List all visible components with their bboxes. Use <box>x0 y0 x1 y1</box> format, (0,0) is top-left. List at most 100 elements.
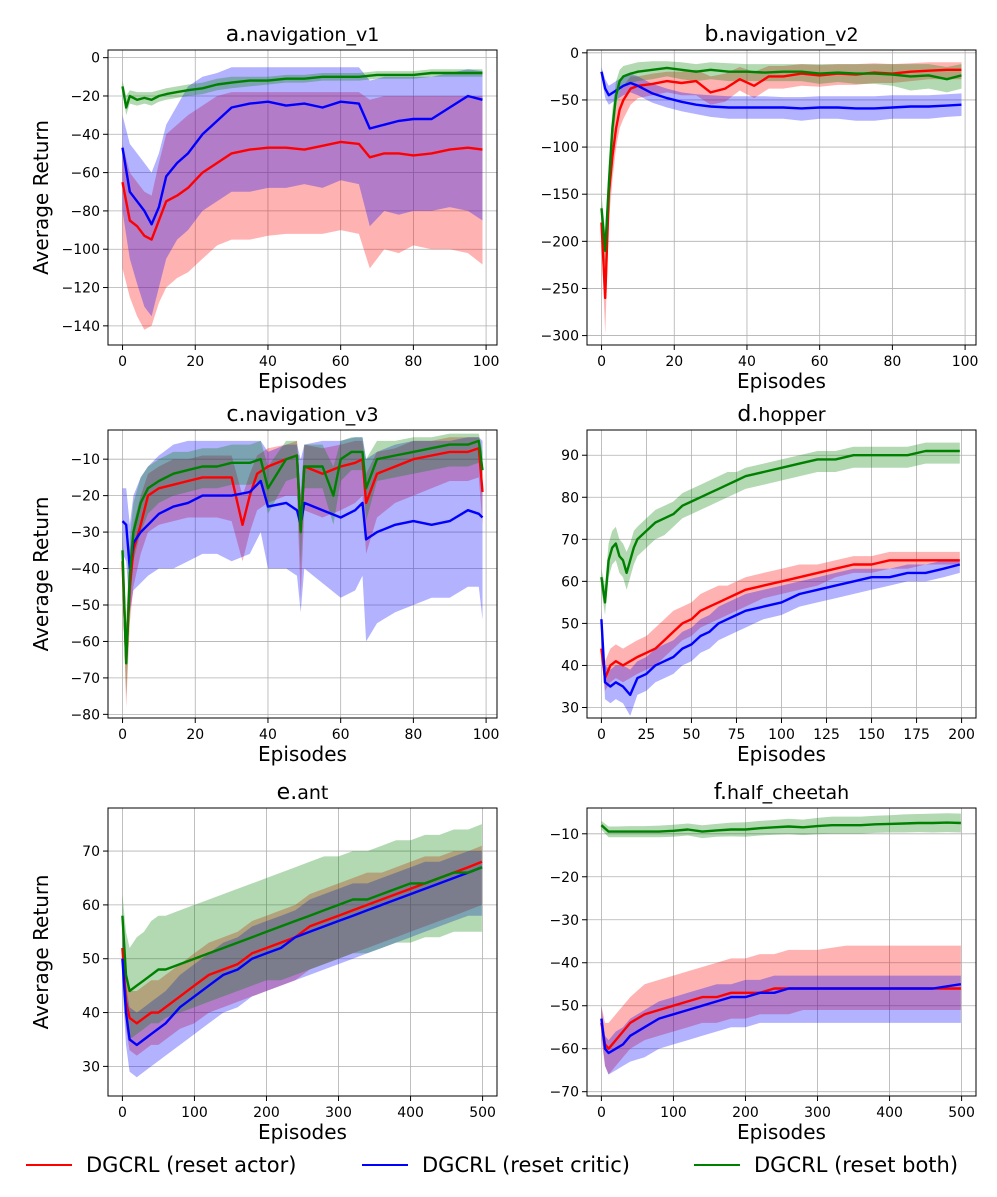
series-line-dgcrl-reset-critic <box>600 71 962 110</box>
y-tick-label: −70 <box>549 1085 579 1101</box>
y-tick-label: −10 <box>70 452 100 468</box>
chart-hopper: 0 25 50 75 100 125 150 175 200 90 80 70 60 50 40 30 d.ho… <box>561 402 977 766</box>
series-band-dgcrl-reset-both <box>601 813 961 839</box>
series-band-dgcrl-reset-both <box>122 69 483 116</box>
chart-navigation-v1: 0 20 40 60 80 100 0 −20 −40 −60 −80 −100 −120 −140 a.n… <box>29 22 499 393</box>
legend-line-reset-actor <box>26 1164 72 1166</box>
y-tick-label: −100 <box>62 242 100 258</box>
series-band-dgcrl-reset-critic <box>122 67 483 317</box>
x-tick-label: 500 <box>948 1105 975 1121</box>
x-tick-label: 150 <box>858 727 885 743</box>
y-tick-label: −70 <box>70 671 100 687</box>
y-tick-label: 0 <box>570 46 579 62</box>
series-line-dgcrl-reset-actor <box>121 860 483 1025</box>
x-tick-label: 200 <box>948 727 975 743</box>
series-band-dgcrl-reset-both <box>601 442 960 615</box>
chart-title-name: navigation_v2 <box>725 24 858 46</box>
series-line-dgcrl-reset-actor <box>600 559 960 680</box>
series-band-dgcrl-reset-actor <box>601 945 961 1075</box>
x-tick-label: 20 <box>186 727 204 743</box>
y-tick-label: 70 <box>561 532 579 548</box>
chart-title-name: hopper <box>758 404 825 426</box>
x-tick-label: 50 <box>683 727 701 743</box>
axes-frame <box>107 49 498 346</box>
y-tick-label: −250 <box>541 281 579 297</box>
x-tick-label: 40 <box>259 727 277 743</box>
chart-ant: 0 100 200 300 400 500 70 60 50 40 30 e.ant Episodes A… <box>29 780 498 1144</box>
series-line-dgcrl-reset-critic <box>121 866 483 1047</box>
y-tick-label: −40 <box>70 127 100 143</box>
series-band-dgcrl-reset-actor <box>122 845 482 1056</box>
series-band-dgcrl-reset-both <box>601 61 962 270</box>
chart-title: b.navigation_v2 <box>704 22 858 47</box>
y-tick-label: −10 <box>549 827 579 843</box>
x-tick-label: 40 <box>738 354 756 370</box>
x-tick-label: 500 <box>469 1105 496 1121</box>
y-tick-label: 40 <box>82 1006 100 1022</box>
y-tick-label: −20 <box>70 89 100 105</box>
axes-frame <box>586 49 977 346</box>
x-tick-label: 0 <box>597 1105 606 1121</box>
legend-item-reset-critic: DGCRL (reset critic) <box>362 1150 630 1180</box>
y-tick-label: −40 <box>70 562 100 578</box>
chart-title-prefix: e. <box>277 780 298 805</box>
y-tick-label: −50 <box>549 93 579 109</box>
y-tick-label: 50 <box>82 952 100 968</box>
legend-item-reset-both: DGCRL (reset both) <box>694 1150 958 1180</box>
series-band-dgcrl-reset-critic <box>601 560 960 716</box>
y-tick-label: −120 <box>62 281 100 297</box>
x-tick-label: 0 <box>118 354 127 370</box>
x-axis-label: Episodes <box>258 369 347 393</box>
x-tick-label: 100 <box>768 727 795 743</box>
series-band-dgcrl-reset-critic <box>122 851 482 1078</box>
legend-label-reset-critic: DGCRL (reset critic) <box>422 1153 630 1177</box>
chart-title-name: half_cheetah <box>727 782 849 804</box>
x-tick-label: 200 <box>253 1105 280 1121</box>
x-tick-label: 80 <box>883 354 901 370</box>
x-tick-label: 0 <box>118 1105 127 1121</box>
series-line-dgcrl-reset-both <box>121 866 483 993</box>
y-tick-label: −140 <box>62 319 100 335</box>
plot-area <box>600 813 962 1075</box>
x-tick-label: 100 <box>473 354 500 370</box>
axes-frame <box>107 807 498 1097</box>
y-tick-label: 30 <box>561 700 579 716</box>
x-tick-label: 80 <box>404 727 422 743</box>
series-line-dgcrl-reset-both <box>121 71 483 109</box>
x-tick-label: 100 <box>660 1105 687 1121</box>
y-tick-label: −40 <box>549 956 579 972</box>
x-axis-label: Episodes <box>258 742 347 766</box>
series-band-dgcrl-reset-actor <box>601 62 962 334</box>
y-tick-label: 0 <box>91 51 100 67</box>
chart-navigation-v2: 0 20 40 60 80 100 0 −50 −100 −150 −200 −250 −300 b.na… <box>541 22 979 393</box>
y-tick-label: −60 <box>70 634 100 650</box>
x-tick-label: 300 <box>325 1105 352 1121</box>
y-axis-label: Average Return <box>29 875 53 1030</box>
plot-area <box>600 61 962 334</box>
x-tick-label: 75 <box>728 727 746 743</box>
y-axis-label: Average Return <box>29 497 53 652</box>
x-tick-label: 60 <box>811 354 829 370</box>
y-tick-label: 40 <box>561 658 579 674</box>
axes-frame <box>586 807 977 1097</box>
legend-line-reset-critic <box>362 1164 408 1166</box>
chart-title: f.half_cheetah <box>714 780 849 805</box>
x-tick-label: 300 <box>804 1105 831 1121</box>
series-line-dgcrl-reset-critic <box>121 479 484 570</box>
chart-title-prefix: f. <box>714 780 727 805</box>
series-band-dgcrl-reset-actor <box>122 437 483 708</box>
series-band-dgcrl-reset-actor <box>601 551 960 691</box>
x-tick-label: 60 <box>332 354 350 370</box>
y-tick-label: 60 <box>82 898 100 914</box>
x-tick-label: 20 <box>665 354 683 370</box>
x-tick-label: 0 <box>597 727 606 743</box>
x-tick-label: 80 <box>404 354 422 370</box>
series-line-dgcrl-reset-critic <box>600 983 962 1055</box>
x-tick-label: 0 <box>118 727 127 743</box>
chart-half-cheetah: 0 100 200 300 400 500 −10 −20 −30 −40 −50 −60 −70 f.h… <box>549 780 977 1144</box>
series-line-dgcrl-reset-critic <box>121 94 483 226</box>
y-tick-label: 60 <box>561 574 579 590</box>
y-tick-label: −80 <box>70 204 100 220</box>
chart-title: a.navigation_v1 <box>226 22 380 47</box>
